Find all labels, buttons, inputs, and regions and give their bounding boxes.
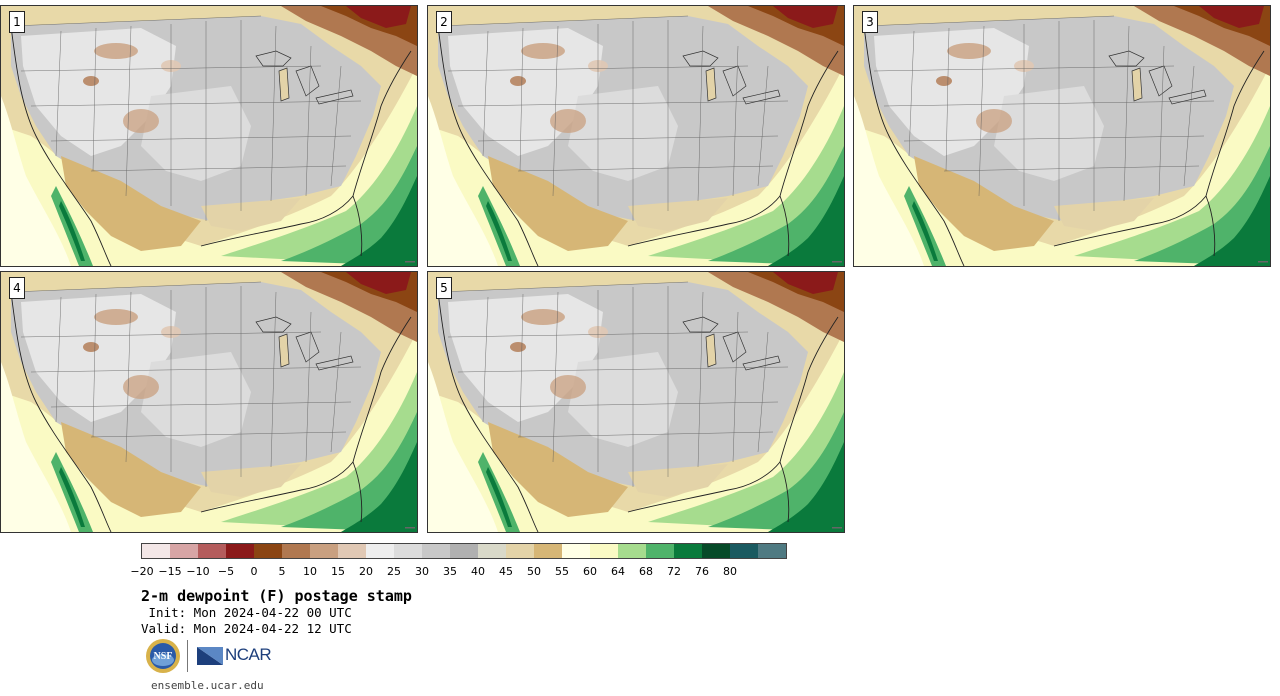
colorbar-tick-label: 10 <box>303 565 317 578</box>
colorbar-tick-label: −5 <box>217 565 235 578</box>
product-title: 2-m dewpoint (F) postage stamp <box>141 587 412 605</box>
colorbar-swatch <box>758 544 786 558</box>
colorbar-tick-label: −15 <box>158 565 182 578</box>
dewpoint-map <box>428 6 844 266</box>
colorbar-tick-label: 50 <box>527 565 541 578</box>
colorbar-swatch <box>646 544 674 558</box>
colorbar-tick-label: 45 <box>499 565 513 578</box>
colorbar-tick-label: 40 <box>471 565 485 578</box>
colorbar-swatch <box>422 544 450 558</box>
colorbar-swatch <box>226 544 254 558</box>
colorbar-tick-label: 5 <box>278 565 286 578</box>
logo-divider <box>187 640 188 672</box>
colorbar-tick-label: 20 <box>359 565 373 578</box>
map-panel-member-3: 3 <box>853 5 1271 267</box>
colorbar-swatch <box>338 544 366 558</box>
colorbar-tick-label: −10 <box>186 565 210 578</box>
colorbar-swatch <box>366 544 394 558</box>
ncar-logo: NCAR <box>197 644 272 666</box>
colorbar-tick-label: 72 <box>667 565 681 578</box>
colorbar-swatch <box>702 544 730 558</box>
nsf-logo-text: NSF <box>154 651 173 662</box>
map-panel-member-4: 4 <box>0 271 418 533</box>
colorbar-swatch <box>590 544 618 558</box>
colorbar-swatch <box>282 544 310 558</box>
map-panel-member-5: 5 <box>427 271 845 533</box>
colorbar-swatch <box>198 544 226 558</box>
colorbar-swatch <box>478 544 506 558</box>
dewpoint-map <box>428 272 844 532</box>
colorbar-tick-label: 15 <box>331 565 345 578</box>
colorbar-tick-label: −20 <box>130 565 154 578</box>
dewpoint-map <box>1 272 417 532</box>
colorbar-swatch <box>450 544 478 558</box>
dewpoint-map <box>854 6 1270 266</box>
dewpoint-colorbar <box>141 543 787 559</box>
colorbar-swatch <box>618 544 646 558</box>
init-time: Init: Mon 2024-04-22 00 UTC <box>141 605 352 620</box>
map-panel-member-1: 1 <box>0 5 418 267</box>
colorbar-swatch <box>730 544 758 558</box>
member-number-label: 5 <box>436 277 452 299</box>
colorbar-tick-label: 35 <box>443 565 457 578</box>
colorbar-swatch <box>254 544 282 558</box>
colorbar-tick-label: 64 <box>611 565 625 578</box>
colorbar-swatch <box>170 544 198 558</box>
ncar-logo-text: NCAR <box>225 645 272 664</box>
member-number-label: 2 <box>436 11 452 33</box>
colorbar-swatch <box>534 544 562 558</box>
valid-time: Valid: Mon 2024-04-22 12 UTC <box>141 621 352 636</box>
colorbar-swatch <box>674 544 702 558</box>
colorbar-tick-label: 55 <box>555 565 569 578</box>
member-number-label: 1 <box>9 11 25 33</box>
colorbar-swatch <box>310 544 338 558</box>
colorbar-tick-label: 68 <box>639 565 653 578</box>
colorbar-swatch <box>506 544 534 558</box>
member-number-label: 4 <box>9 277 25 299</box>
colorbar-swatch <box>142 544 170 558</box>
colorbar-swatch <box>562 544 590 558</box>
colorbar-swatch <box>394 544 422 558</box>
website-url: ensemble.ucar.edu <box>151 679 264 692</box>
colorbar-tick-label: 25 <box>387 565 401 578</box>
colorbar-tick-label: 76 <box>695 565 709 578</box>
nsf-logo: NSF <box>145 638 181 674</box>
dewpoint-map <box>1 6 417 266</box>
ncar-mark-icon <box>197 647 223 665</box>
map-panel-member-2: 2 <box>427 5 845 267</box>
colorbar-tick-label: 60 <box>583 565 597 578</box>
member-number-label: 3 <box>862 11 878 33</box>
colorbar-tick-label: 80 <box>723 565 737 578</box>
colorbar-tick-label: 30 <box>415 565 429 578</box>
colorbar-tick-label: 0 <box>250 565 258 578</box>
